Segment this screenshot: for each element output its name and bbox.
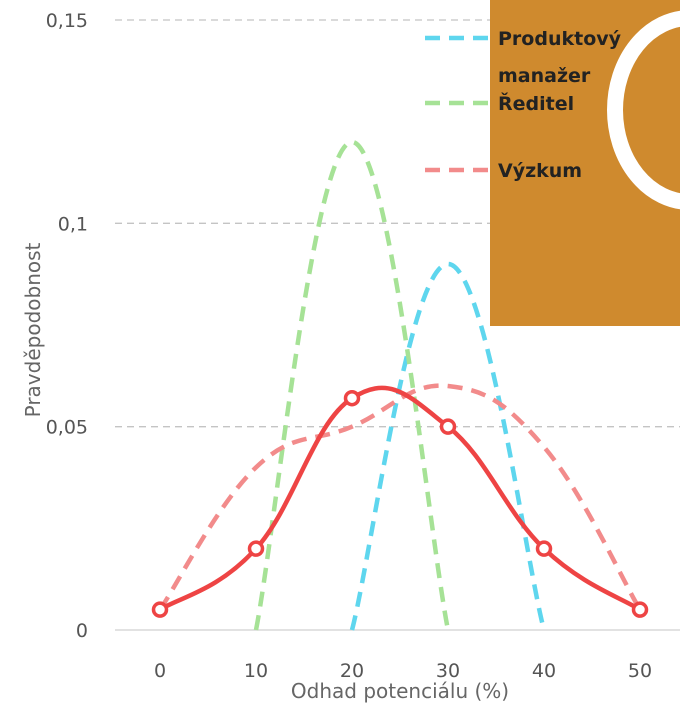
series-line-combined xyxy=(158,385,642,612)
legend-entries: Produktový manažer Ředitel Výzkum xyxy=(425,28,622,182)
data-point xyxy=(535,540,553,557)
data-point xyxy=(631,601,649,618)
x-tick-label: 20 xyxy=(340,660,364,682)
y-tick-label: 0,1 xyxy=(58,213,88,235)
y-tick-label: 0,05 xyxy=(46,417,88,439)
series-line-vyzkum xyxy=(158,383,642,611)
legend-background xyxy=(490,0,680,326)
legend-label: Výzkum xyxy=(498,160,582,182)
data-point xyxy=(343,389,361,407)
legend-entry: Výzkum xyxy=(425,160,582,182)
x-tick-label: 50 xyxy=(628,660,652,682)
legend-entry: Ředitel xyxy=(425,92,574,115)
series-line-produktovy-manazer xyxy=(349,261,547,631)
data-point xyxy=(247,540,265,557)
legend-decor-ring xyxy=(607,10,680,210)
x-tick-label: 40 xyxy=(532,660,556,682)
x-axis-title: Odhad potenciálu (%) xyxy=(291,679,509,703)
legend-entry: Produktový manažer xyxy=(425,28,622,87)
legend-label: Produktový manažer xyxy=(498,28,622,87)
x-tick-label: 0 xyxy=(154,660,166,682)
legend-label: Ředitel xyxy=(498,92,574,115)
x-tick-label: 30 xyxy=(436,660,460,682)
y-tick-label: 0 xyxy=(76,620,88,642)
data-point xyxy=(439,418,457,435)
legend: Produktový manažer Ředitel Výzkum xyxy=(425,0,680,326)
data-point xyxy=(151,601,169,618)
x-tick-label: 10 xyxy=(244,660,268,682)
y-axis-title: Pravděpodobnost xyxy=(21,242,45,417)
series-line-reditel xyxy=(253,139,451,631)
series-markers xyxy=(151,389,649,618)
y-tick-label: 0,15 xyxy=(46,10,88,32)
y-tick-labels: 0 0,05 0,1 0,15 xyxy=(46,10,88,642)
x-tick-labels: 0 10 20 30 40 50 xyxy=(154,660,652,682)
